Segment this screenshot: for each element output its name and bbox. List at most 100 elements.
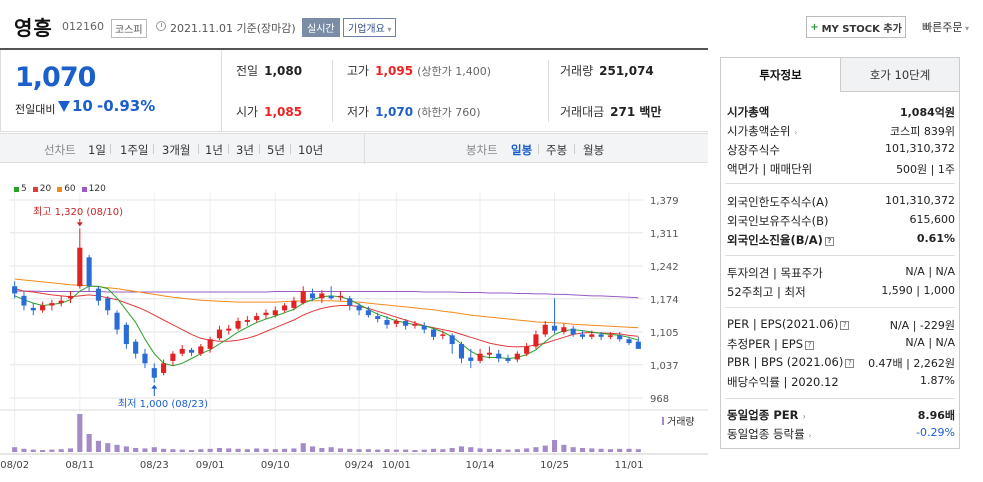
label: 시가총액 bbox=[727, 105, 770, 119]
stat-value: 1,070 bbox=[375, 105, 414, 119]
candle-body bbox=[21, 295, 27, 306]
candle-body bbox=[347, 298, 353, 306]
candle-body bbox=[477, 353, 483, 361]
y-tick-label: 1,379 bbox=[650, 196, 679, 207]
row-foreign-hold: 외국인보유주식수(B) 615,600 bbox=[727, 213, 955, 231]
candle-body bbox=[598, 334, 604, 337]
candle-body bbox=[375, 316, 381, 319]
candle-body bbox=[552, 325, 558, 331]
x-tick-label: 11/01 bbox=[615, 460, 644, 471]
volume-bar bbox=[570, 447, 576, 452]
volume-bar bbox=[589, 448, 595, 452]
volume-bar bbox=[133, 448, 139, 452]
volume-bar bbox=[496, 449, 502, 452]
period-5y[interactable]: 5년 bbox=[267, 143, 285, 157]
candle-body bbox=[272, 310, 278, 316]
tab-investment-info[interactable]: 투자정보 bbox=[721, 58, 840, 92]
label: 추정PER | EPS? bbox=[727, 336, 815, 352]
row-industry-per[interactable]: 동일업종 PER › 8.96배 bbox=[727, 407, 955, 425]
header-divider bbox=[0, 48, 708, 50]
stat-label: 거래량 bbox=[560, 64, 594, 78]
row-market-cap: 시가총액 1,084억원 bbox=[727, 104, 955, 122]
volume-bar bbox=[533, 447, 539, 452]
label: 동일업종 등락률 › bbox=[727, 427, 812, 441]
candle-body bbox=[95, 288, 101, 301]
volume-bar bbox=[412, 450, 418, 452]
chart-period-bar: 선차트 1일 1주일 3개월 1년 3년 5년 10년 봉차트 일봉 주봉 월봉 bbox=[0, 133, 708, 164]
volume-bar bbox=[77, 414, 83, 452]
dropdown-arrow-icon: ▾ bbox=[384, 25, 392, 34]
candle-body bbox=[235, 320, 241, 329]
candle-body bbox=[412, 323, 418, 326]
help-icon[interactable]: ? bbox=[845, 359, 855, 368]
row-foreign-ratio: 외국인소진율(B/A)? 0.61% bbox=[727, 232, 955, 250]
candle-daily-tab[interactable]: 일봉 bbox=[511, 143, 533, 157]
tab-hoga-10[interactable]: 호가 10단계 bbox=[840, 58, 959, 92]
value: N/A | N/A bbox=[905, 265, 955, 278]
period-1w[interactable]: 1주일 bbox=[120, 143, 149, 157]
volume-bar bbox=[95, 440, 101, 452]
row-cap-rank[interactable]: 시가총액순위 › 코스피 839위 bbox=[727, 123, 955, 141]
candle-body bbox=[430, 329, 437, 337]
volume-bar bbox=[561, 444, 567, 452]
realtime-button[interactable]: 실시간 bbox=[302, 18, 340, 37]
period-1y[interactable]: 1년 bbox=[205, 143, 223, 157]
company-overview-dropdown[interactable]: 기업개요 ▾ bbox=[343, 18, 397, 37]
candle-body bbox=[440, 334, 446, 336]
period-10y[interactable]: 10년 bbox=[298, 143, 324, 157]
candle-body bbox=[161, 363, 167, 373]
help-icon[interactable]: ? bbox=[805, 341, 815, 350]
clock-icon bbox=[156, 21, 166, 31]
volume-bar bbox=[579, 448, 586, 452]
candle-monthly-tab[interactable]: 월봉 bbox=[583, 143, 605, 157]
volume-bar bbox=[384, 449, 390, 452]
row-opinion: 투자의견 | 목표주가 N/A | N/A bbox=[727, 265, 955, 283]
stock-code: 012160 bbox=[62, 20, 104, 33]
volume-bar bbox=[365, 449, 371, 452]
candle-body bbox=[561, 327, 567, 332]
label: 외국인한도주식수(A) bbox=[727, 195, 829, 209]
volume-bar bbox=[49, 449, 55, 452]
period-1d[interactable]: 1일 bbox=[88, 143, 106, 157]
volume-bar bbox=[12, 447, 18, 452]
candle-body bbox=[319, 293, 325, 299]
down-arrow-icon bbox=[58, 101, 70, 112]
period-3y[interactable]: 3년 bbox=[236, 143, 254, 157]
x-tick-label: 10/01 bbox=[382, 460, 411, 471]
chevron-right-icon: › bbox=[808, 431, 812, 440]
separator bbox=[290, 144, 291, 154]
investment-info-panel: 투자정보 호가 10단계 시가총액 1,084억원 시가총액순위 › 코스피 8… bbox=[720, 57, 960, 449]
label: 52주최고 | 최저 bbox=[727, 285, 806, 299]
stock-chart[interactable]: 5 20 60 120 1,379 1,311 1,242 1,174 1,105 1,0… bbox=[0, 164, 708, 482]
y-tick-label: 1,174 bbox=[650, 295, 679, 306]
volume-bar bbox=[552, 440, 558, 452]
candle-body bbox=[30, 307, 36, 311]
help-icon[interactable]: ? bbox=[824, 237, 834, 246]
candle-weekly-tab[interactable]: 주봉 bbox=[546, 143, 568, 157]
stat-value: 251,074 bbox=[599, 64, 654, 78]
label: 동일업종 PER › bbox=[727, 408, 806, 422]
value: N/A | N/A bbox=[905, 336, 955, 349]
stat-label: 저가 bbox=[347, 105, 370, 119]
volume-bar bbox=[170, 449, 176, 452]
my-stock-label: MY STOCK 추가 bbox=[821, 23, 902, 35]
stat-open: 시가 1,085 bbox=[236, 103, 302, 120]
volume-bar bbox=[319, 448, 325, 452]
candle-body bbox=[58, 300, 64, 304]
help-icon[interactable]: ? bbox=[840, 321, 850, 330]
divider bbox=[725, 398, 955, 399]
quick-order-menu[interactable]: 빠른주문 ▾ bbox=[922, 19, 969, 35]
my-stock-add-button[interactable]: + MY STOCK 추가 bbox=[806, 16, 906, 38]
volume-bar bbox=[161, 448, 167, 452]
period-3m[interactable]: 3개월 bbox=[162, 143, 191, 157]
stat-value: 1,085 bbox=[264, 105, 303, 119]
candle-body bbox=[365, 310, 371, 316]
stat-label: 시가 bbox=[236, 105, 259, 119]
price-box: 1,070 전일대비 10 -0.93% bbox=[0, 50, 222, 132]
row-par: 액면가 | 매매단위 500원 | 1주 bbox=[727, 161, 955, 179]
row-industry-rate[interactable]: 동일업종 등락률 › -0.29% bbox=[727, 426, 955, 444]
candle-body bbox=[263, 312, 269, 316]
volume-bar bbox=[524, 448, 530, 452]
volume-bar bbox=[635, 449, 641, 452]
candle-body bbox=[151, 368, 157, 378]
